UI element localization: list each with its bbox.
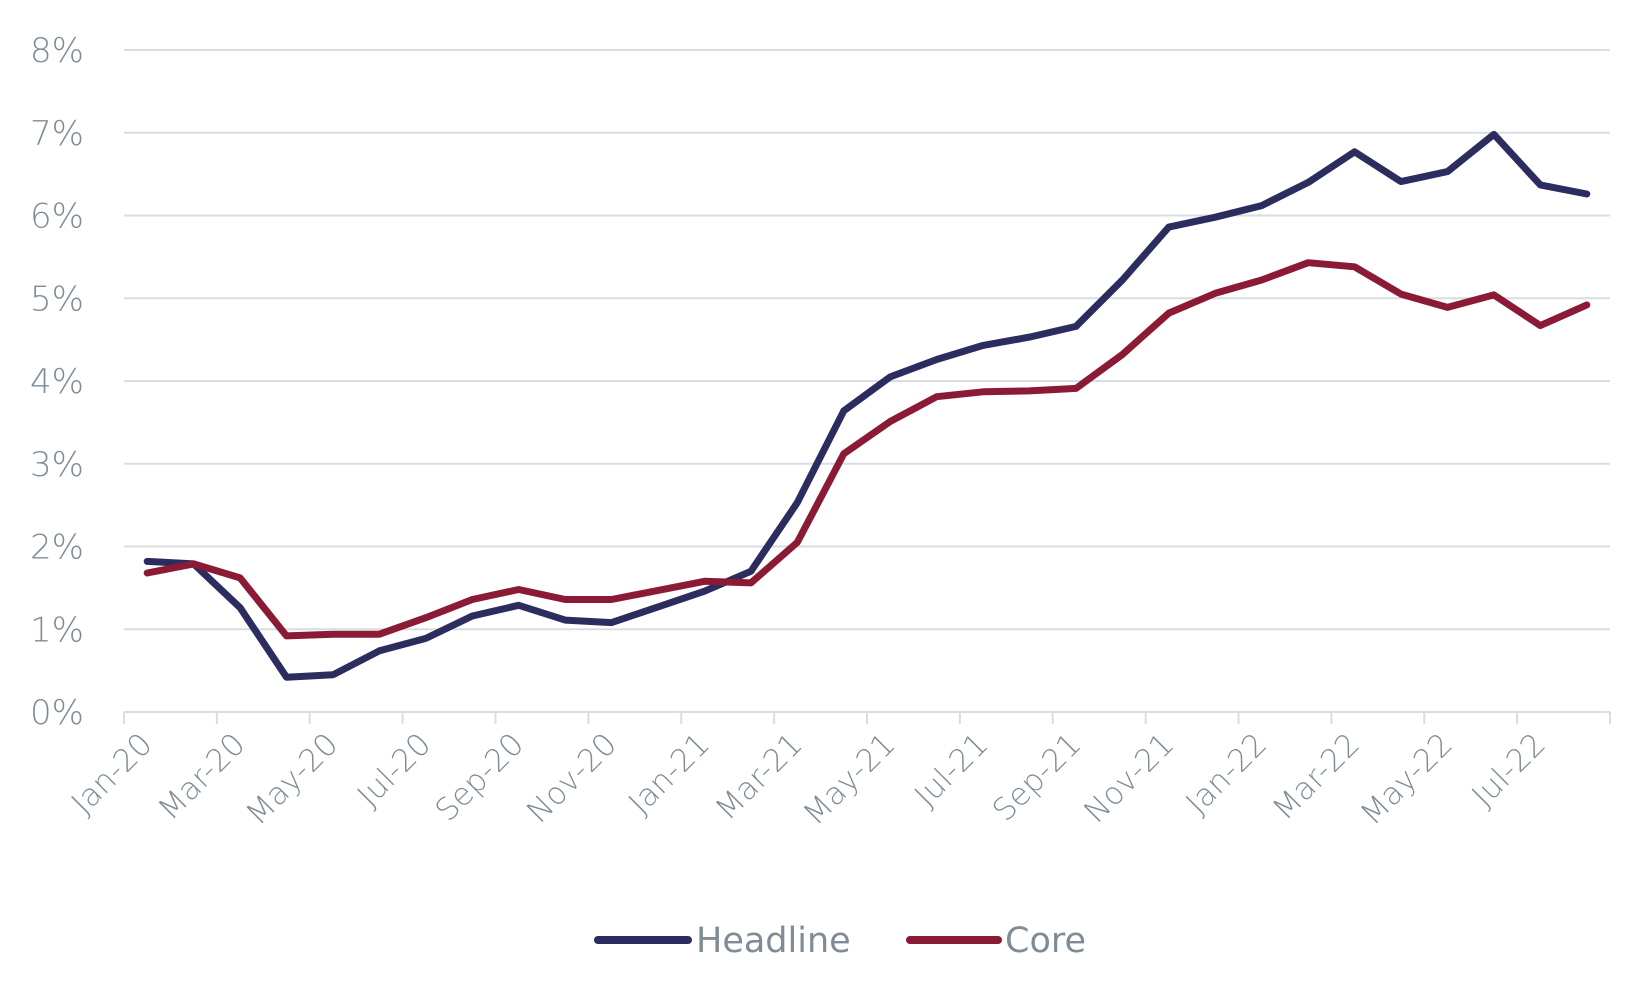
x-tick-label: Jul-21 — [908, 726, 996, 814]
y-tick-label: 1% — [30, 610, 84, 650]
x-tick-label: May-20 — [239, 726, 345, 832]
series-lines — [143, 130, 1591, 681]
x-tick-label: Mar-22 — [1266, 726, 1367, 827]
y-tick-label: 6% — [30, 197, 84, 237]
x-tick-label: Jan-22 — [1179, 726, 1274, 821]
x-tick-label: Jan-21 — [622, 726, 717, 821]
y-tick-label: 3% — [30, 445, 84, 485]
x-tick-label: May-21 — [796, 726, 902, 832]
x-tick-label: Jul-20 — [351, 726, 439, 814]
gridlines — [124, 49, 1610, 713]
x-tick-label: Nov-21 — [1077, 726, 1181, 830]
series-line-headline — [143, 130, 1591, 681]
y-tick-label: 8% — [30, 31, 84, 71]
legend: Headline Core — [594, 921, 1086, 961]
y-tick-label: 4% — [30, 362, 84, 402]
legend-label-core: Core — [1005, 921, 1086, 961]
y-axis: 0% 1% 2% 3% 4% 5% 6% 7% 8% — [30, 31, 84, 733]
y-tick-label: 2% — [30, 528, 84, 568]
x-tick-label: Sep-20 — [429, 726, 532, 829]
x-tick-label: Mar-20 — [151, 726, 252, 827]
x-tick-label: May-22 — [1354, 726, 1460, 832]
y-tick-label: 0% — [30, 693, 84, 733]
series-line-core — [143, 259, 1591, 640]
legend-label-headline: Headline — [696, 921, 851, 961]
x-tick-label: Mar-21 — [709, 726, 810, 827]
x-tick-label: Jul-22 — [1465, 726, 1553, 814]
y-tick-label: 7% — [30, 114, 84, 154]
x-tick-label: Jan-20 — [65, 726, 160, 821]
x-tick-label: Sep-21 — [986, 726, 1089, 829]
x-tick-label: Nov-20 — [520, 726, 624, 830]
y-tick-label: 5% — [30, 279, 84, 319]
